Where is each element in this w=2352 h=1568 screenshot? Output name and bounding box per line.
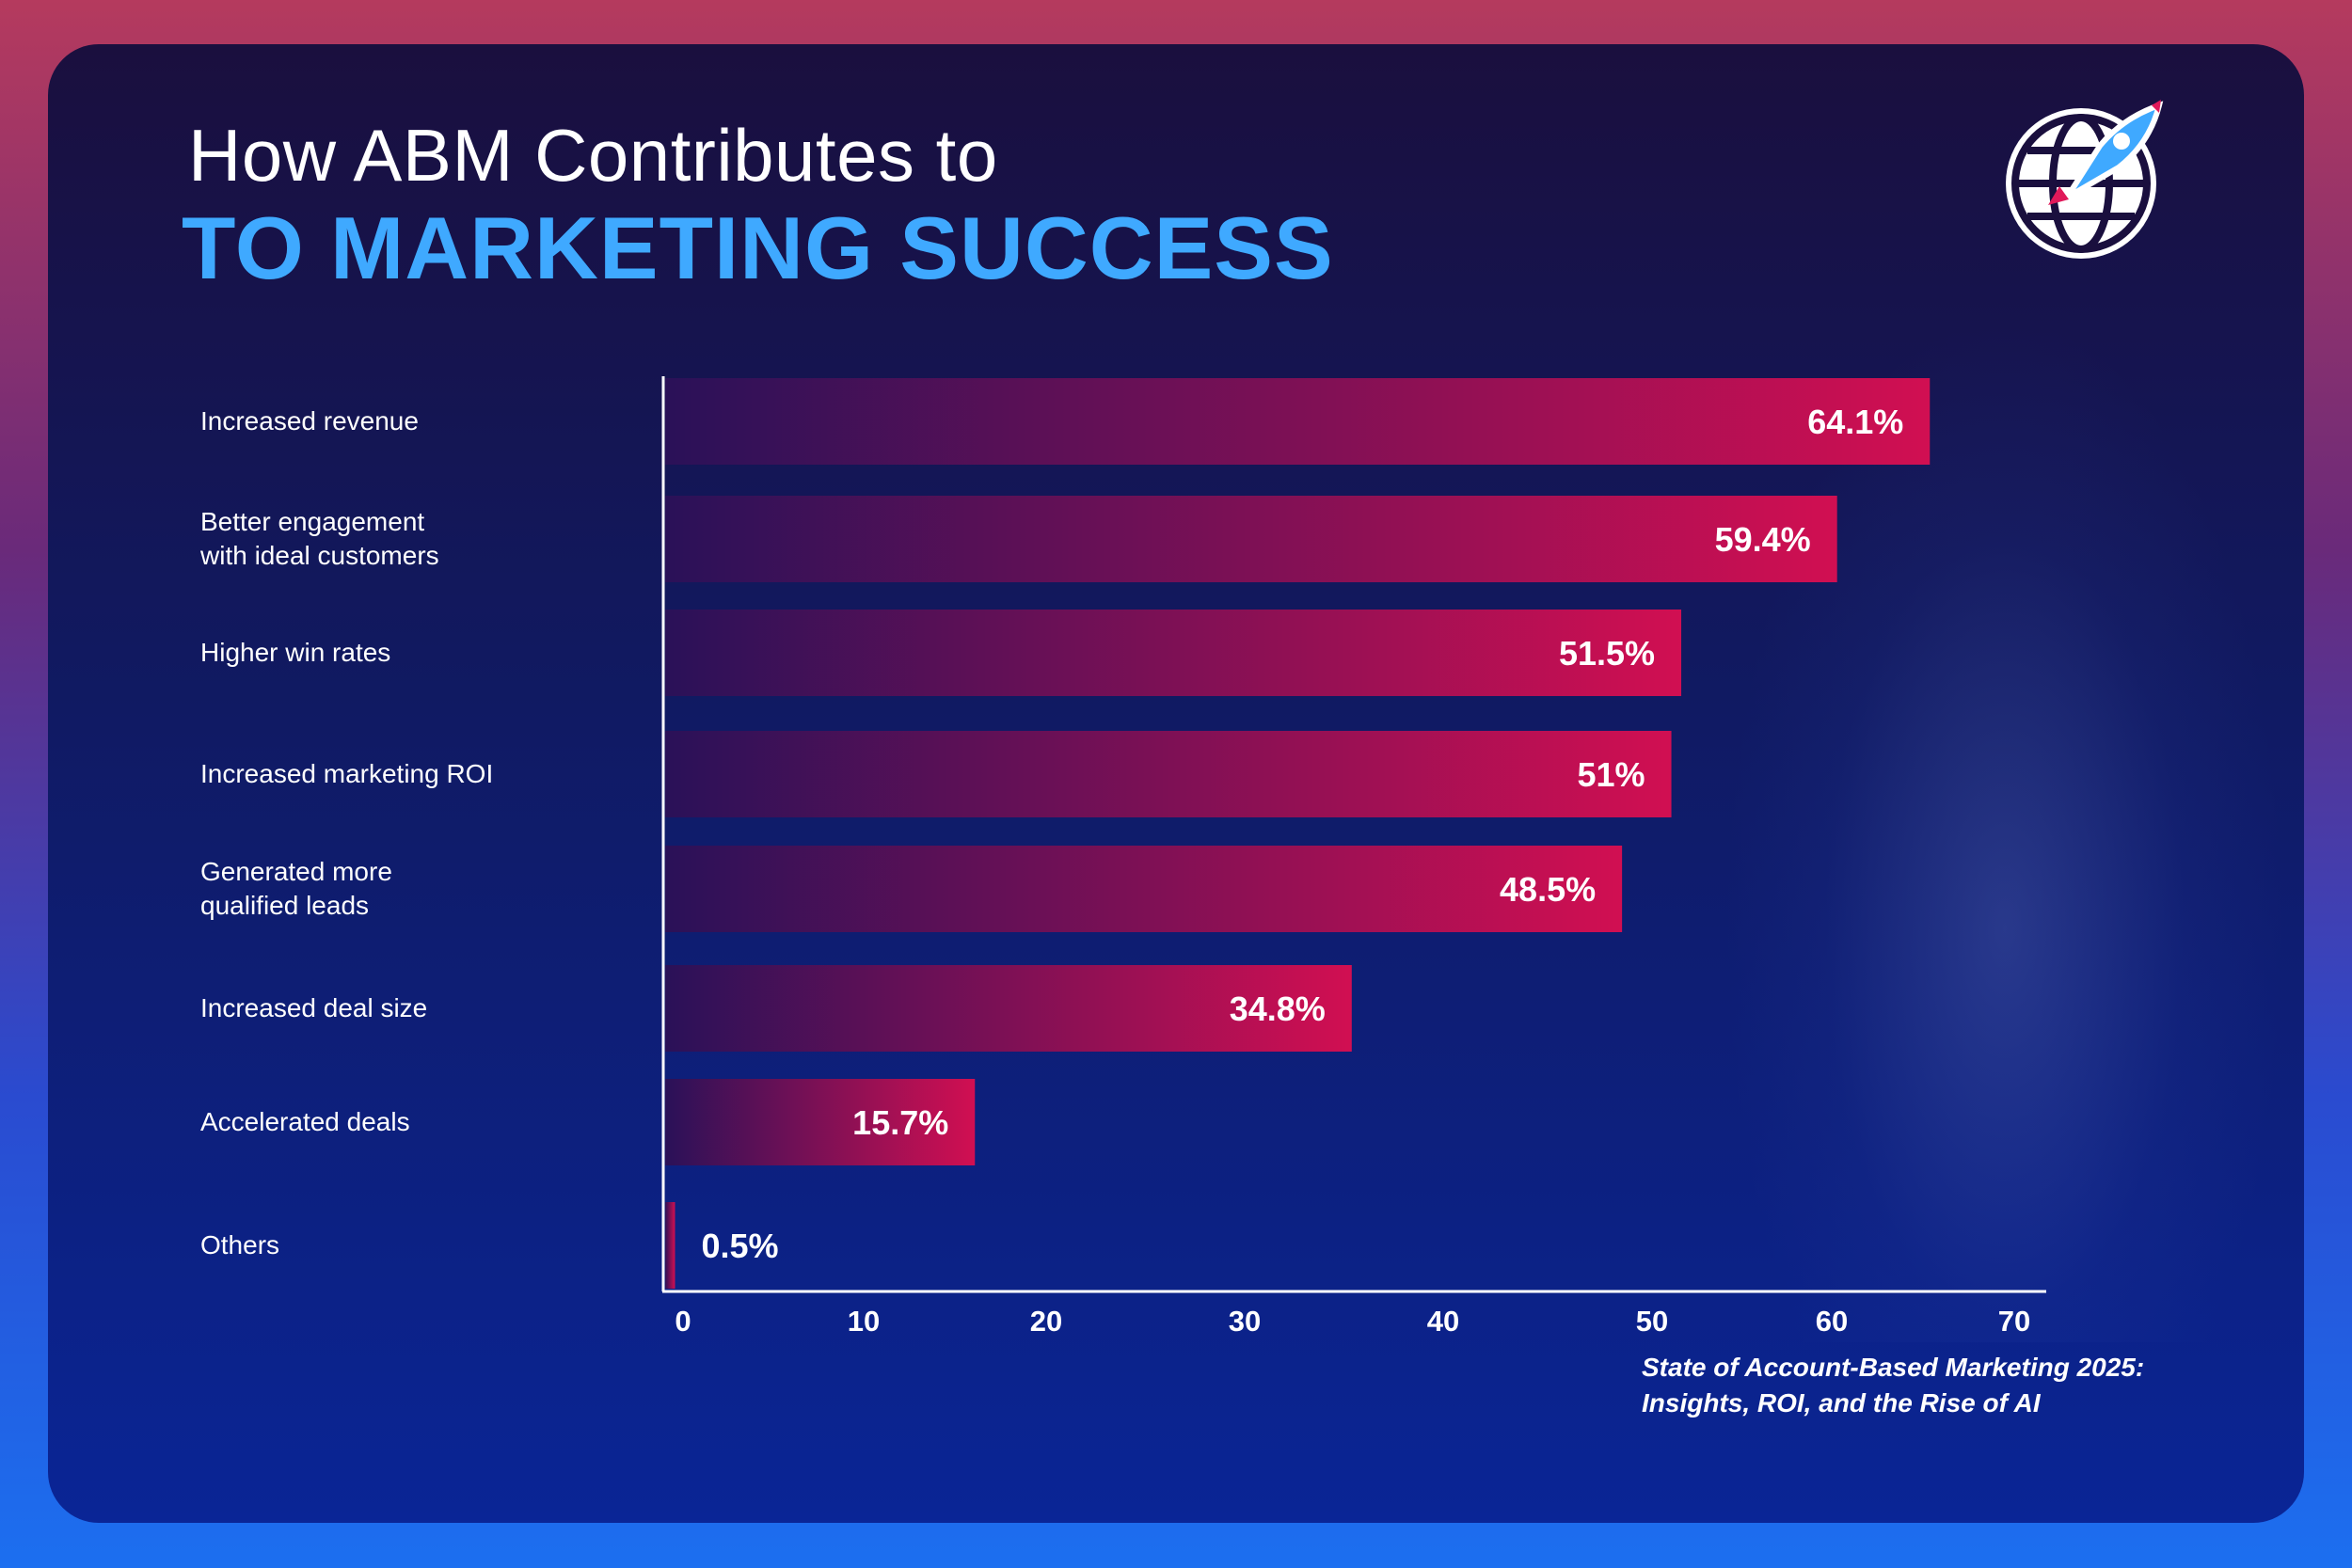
- x-tick-label-40: 40: [1427, 1305, 1459, 1338]
- bar-value-label-1: 64.1%: [1807, 403, 1903, 441]
- category-label-1: Increased revenue: [200, 406, 419, 436]
- bar-value-label-7: 15.7%: [852, 1103, 948, 1142]
- bar-value-label-4: 51%: [1577, 755, 1645, 794]
- x-tick-label-30: 30: [1229, 1305, 1261, 1338]
- category-label-3: Higher win rates: [200, 638, 391, 667]
- bar-value-label-8: 0.5%: [701, 1227, 778, 1265]
- source-citation: State of Account-Based Marketing 2025: I…: [1642, 1353, 2145, 1418]
- x-tick-label-0: 0: [675, 1305, 691, 1338]
- category-label-6: Increased deal size: [200, 993, 428, 1022]
- bar-value-label-2: 59.4%: [1715, 520, 1811, 559]
- category-label-4: Increased marketing ROI: [200, 759, 494, 788]
- bar-5: [665, 846, 1623, 932]
- bar-2: [665, 496, 1837, 582]
- bar-1: [665, 378, 1931, 465]
- x-tick-label-60: 60: [1816, 1305, 1848, 1338]
- title-line-1: How ABM Contributes to: [188, 114, 998, 197]
- title-line-2: TO MARKETING SUCCESS: [182, 198, 1334, 297]
- bar-4: [665, 731, 1672, 817]
- bar-value-label-3: 51.5%: [1559, 634, 1655, 673]
- x-tick-label-20: 20: [1030, 1305, 1062, 1338]
- category-label-2: Better engagement with ideal customers: [200, 507, 439, 570]
- bar-3: [665, 610, 1682, 696]
- chart-card: [48, 44, 2304, 1523]
- x-tick-label-50: 50: [1636, 1305, 1668, 1338]
- bar-6: [665, 965, 1352, 1052]
- bar-7: [665, 1079, 976, 1165]
- background-glow: [1723, 308, 2287, 1342]
- category-label-5: Generated more qualified leads: [200, 857, 392, 920]
- x-tick-label-70: 70: [1998, 1305, 2030, 1338]
- bar-8: [665, 1202, 675, 1289]
- x-tick-label-10: 10: [848, 1305, 880, 1338]
- bar-value-label-5: 48.5%: [1500, 870, 1596, 909]
- category-label-8: Others: [200, 1230, 280, 1259]
- bar-value-label-6: 34.8%: [1230, 990, 1326, 1028]
- category-label-7: Accelerated deals: [200, 1107, 410, 1136]
- globe-rocket-icon: [2001, 94, 2170, 268]
